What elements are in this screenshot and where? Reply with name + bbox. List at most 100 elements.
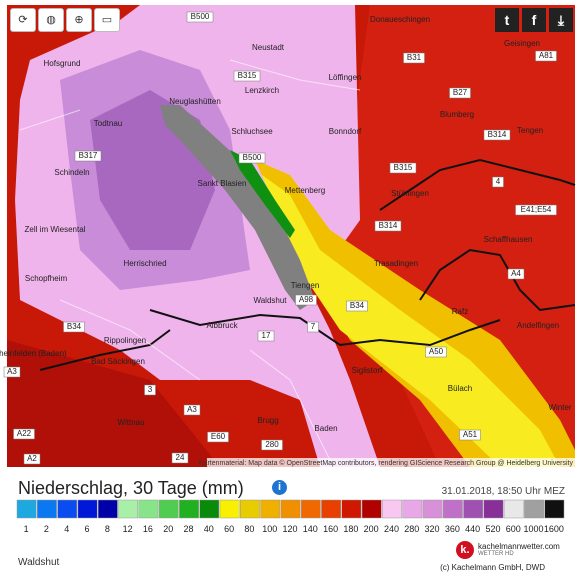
legend-swatch: [483, 499, 504, 519]
green-band: [230, 150, 295, 238]
globe-button[interactable]: ◍: [38, 8, 64, 32]
place-label: Schindeln: [54, 168, 89, 177]
place-label: Geisingen: [504, 39, 540, 48]
road-badge: [295, 294, 317, 306]
road-badge: [535, 50, 557, 62]
place-label: A50: [429, 347, 444, 356]
place-label: Siglistorf: [352, 366, 383, 375]
refresh-button[interactable]: ⟳: [10, 8, 36, 32]
legend-label: 180: [343, 524, 358, 534]
place-label: Rafz: [452, 307, 468, 316]
facebook-button[interactable]: f: [522, 8, 546, 32]
zoom-button[interactable]: ⊕: [66, 8, 92, 32]
brand: kachelmannwetter.com: [478, 542, 560, 551]
legend-label: 1600: [544, 524, 564, 534]
place-label: 24: [176, 453, 185, 462]
place-label: E41;E54: [521, 205, 552, 214]
place-label: Winter: [548, 403, 571, 412]
road-badge: [207, 431, 229, 443]
place-label: Schaffhausen: [484, 235, 533, 244]
place-label: B34: [350, 301, 365, 310]
place-label: 4: [496, 177, 501, 186]
legend-label: 12: [123, 524, 133, 534]
yellow-band: [262, 175, 560, 467]
place-label: B27: [453, 88, 468, 97]
legend-label: 1: [24, 524, 29, 534]
legend-label: 200: [364, 524, 379, 534]
road-badge: [425, 346, 447, 358]
road-badge: [346, 300, 368, 312]
road-badge: [492, 176, 504, 188]
timestamp: 31.01.2018, 18:50 Uhr MEZ: [441, 486, 565, 497]
legend-label: 120: [282, 524, 297, 534]
legend-label: 60: [224, 524, 234, 534]
road-badge: [389, 162, 417, 174]
legend-swatch: [240, 499, 260, 519]
place-label: Tiengen: [291, 281, 320, 290]
legend-swatch: [280, 499, 301, 519]
map: Kartenmaterial: Map data © OpenStreetMap…: [0, 5, 576, 467]
place-label: A4: [511, 269, 521, 278]
legend-label: 28: [184, 524, 194, 534]
road-badge: [507, 268, 525, 280]
road-badge: [171, 452, 189, 464]
place-label: A98: [299, 295, 314, 304]
legend-label: 140: [303, 524, 318, 534]
place-label: E60: [211, 432, 226, 441]
info-icon[interactable]: i: [272, 480, 287, 495]
place-label: Blumberg: [440, 110, 474, 119]
place-label: Todtnau: [94, 119, 122, 128]
road-badge: [403, 52, 425, 64]
place-label: B31: [407, 53, 422, 62]
place-label: Herrischried: [123, 259, 166, 268]
place-label: B315: [238, 71, 257, 80]
place-label: Mettenberg: [285, 186, 325, 195]
attribution-bg: [207, 458, 575, 467]
legend-swatch: [382, 499, 402, 519]
gray-band: [160, 105, 315, 310]
city-button[interactable]: ▭: [94, 8, 120, 32]
place-label: Zell im Wiesental: [25, 225, 86, 234]
road-badge: [238, 152, 266, 164]
legend-swatch: [524, 499, 544, 519]
place-label: Wittnau: [117, 418, 144, 427]
legend-swatch: [158, 499, 179, 519]
legend-label: 2: [44, 524, 49, 534]
place-label: Neustadt: [252, 43, 285, 52]
place-label: Sankt Blasien: [198, 179, 247, 188]
road-badge: [183, 404, 201, 416]
legend-label: 80: [244, 524, 254, 534]
brand-logo: k.: [456, 541, 474, 559]
legend-swatch: [260, 499, 281, 519]
place-label: A2: [27, 454, 37, 463]
place-label: 280: [265, 440, 279, 449]
download-button[interactable]: ⤓: [549, 8, 573, 32]
place-label: Schluchsee: [231, 127, 273, 136]
legend-swatch: [463, 499, 484, 519]
place-label: B314: [488, 130, 507, 139]
place-label: Stühlingen: [391, 189, 429, 198]
place-label: Neuglashütten: [169, 97, 221, 106]
twitter-button[interactable]: t: [495, 8, 519, 32]
legend-swatch: [97, 499, 118, 519]
place-label: B314: [379, 221, 398, 230]
place-label: B500: [243, 153, 262, 162]
place-label: Baden: [314, 424, 337, 433]
legend-label: 600: [506, 524, 521, 534]
road: [19, 59, 361, 461]
legend-label: 440: [465, 524, 480, 534]
place-label: Donaueschingen: [370, 15, 430, 24]
legend-swatch: [321, 499, 341, 519]
legend-label: 16: [143, 524, 153, 534]
legend-swatch: [402, 499, 423, 519]
place-label: Andelfingen: [517, 321, 559, 330]
place-label: Lenzkirch: [245, 86, 279, 95]
place-label: Rheinfelden (Baden): [0, 349, 67, 358]
legend-swatch: [37, 499, 57, 519]
legend-label: 40: [204, 524, 214, 534]
road-badge: [374, 220, 402, 232]
road-badge: [3, 366, 21, 378]
border: [149, 309, 501, 347]
place-label: B317: [79, 151, 98, 160]
